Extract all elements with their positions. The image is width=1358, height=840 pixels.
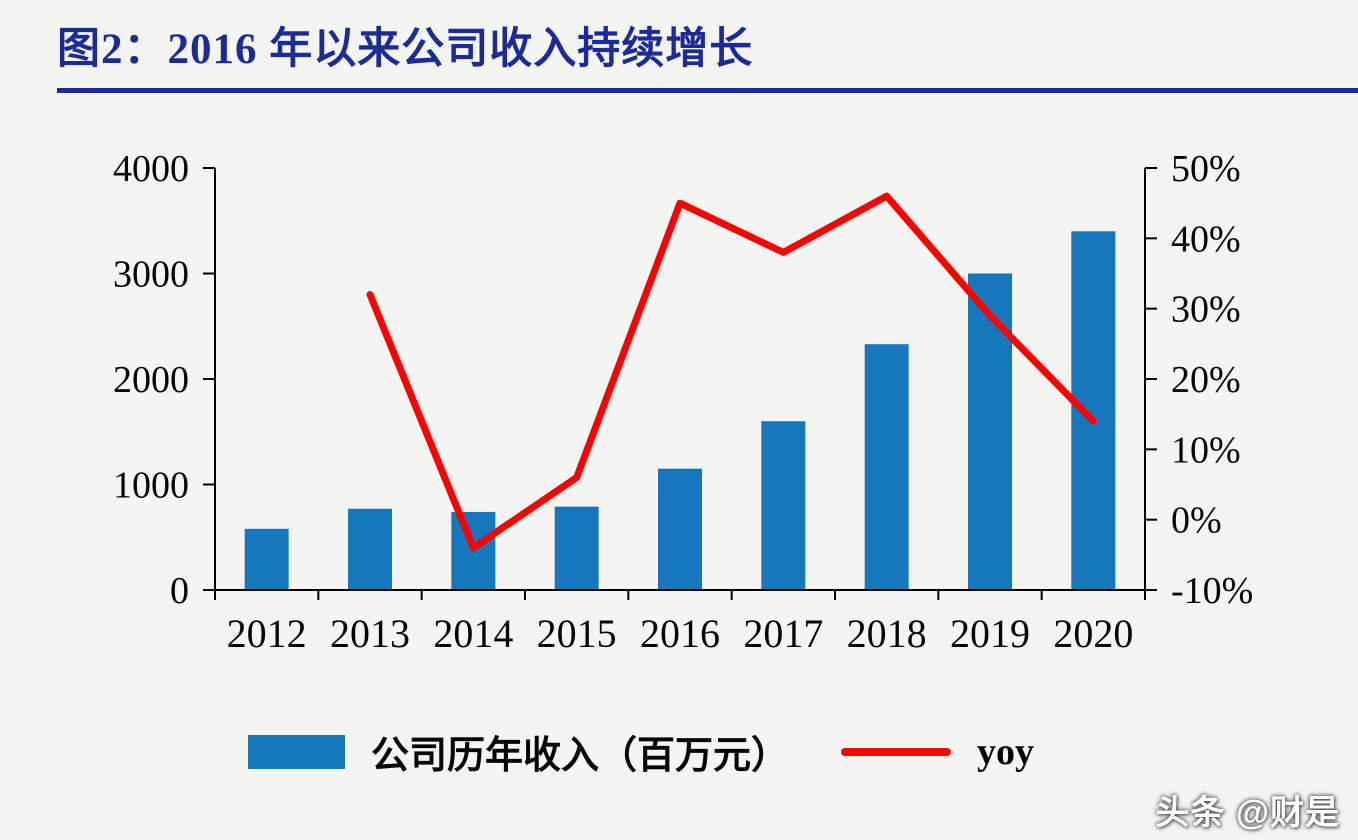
- left-axis-label: 2000: [113, 359, 189, 401]
- x-axis-label: 2013: [330, 611, 410, 656]
- x-axis-label: 2014: [433, 611, 513, 656]
- x-axis-label: 2017: [743, 611, 823, 656]
- right-axis-label: -10%: [1171, 570, 1253, 612]
- x-axis-label: 2012: [227, 611, 307, 656]
- right-axis-label: 40%: [1171, 218, 1241, 260]
- bar-2015: [554, 506, 599, 590]
- bar-2018: [864, 344, 909, 590]
- left-axis-label: 0: [170, 570, 189, 612]
- legend-label-revenue: 公司历年收入（百万元）: [371, 735, 790, 777]
- watermark: 头条 @财是: [1155, 794, 1340, 832]
- right-axis-label: 20%: [1171, 359, 1241, 401]
- x-axis-label: 2016: [640, 611, 720, 656]
- legend-swatch-revenue: [248, 734, 345, 769]
- right-axis-label: 50%: [1171, 148, 1241, 190]
- legend-swatch-yoy: [841, 747, 952, 756]
- bar-2020: [1071, 231, 1116, 591]
- x-axis-label: 2020: [1053, 611, 1133, 656]
- revenue-yoy-chart: 0 1000 2000 3000 4000 -10% 0% 10% 20% 30% 40% 50% 20…: [113, 148, 1253, 656]
- legend-item-revenue: 公司历年收入（百万元）: [248, 724, 789, 779]
- chart-title: 图2：2016 年以来公司收入持续增长: [57, 26, 754, 73]
- legend-label-yoy: yoy: [977, 730, 1035, 773]
- bar-2019: [968, 273, 1012, 590]
- legend-item-yoy: yoy: [841, 730, 1034, 774]
- right-axis-label: 10%: [1171, 429, 1241, 471]
- title-rule: [57, 88, 1358, 93]
- x-axis-label: 2015: [537, 611, 617, 656]
- bar-2013: [348, 508, 392, 590]
- x-axis-label: 2018: [847, 611, 927, 656]
- yoy-line: [366, 192, 1097, 552]
- left-axis-label: 4000: [113, 148, 189, 190]
- bar-2017: [761, 421, 806, 590]
- left-axis-label: 1000: [113, 465, 189, 507]
- left-axis-label: 3000: [113, 254, 189, 296]
- chart-legend: 公司历年收入（百万元） yoy: [248, 724, 1034, 779]
- x-axis-label: 2019: [950, 611, 1030, 656]
- bar-2016: [658, 468, 702, 590]
- right-axis-label: 0%: [1171, 500, 1222, 542]
- bar-2012: [244, 528, 289, 590]
- right-axis-label: 30%: [1171, 289, 1241, 331]
